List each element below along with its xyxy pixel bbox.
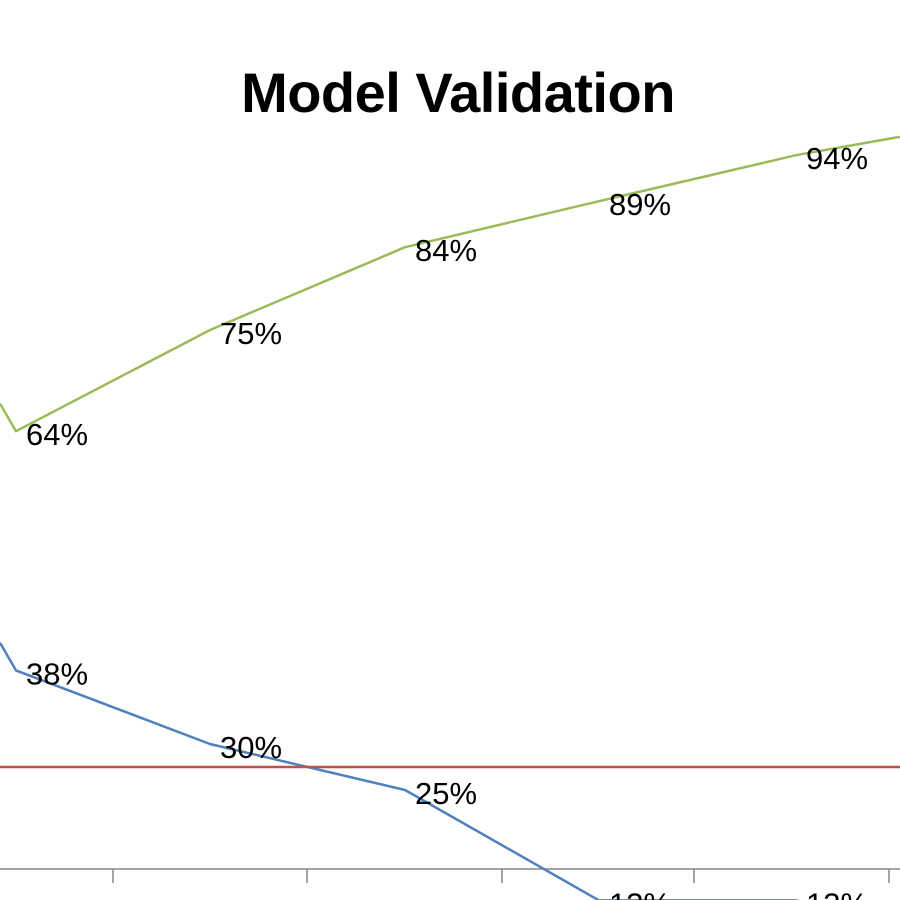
series-line-2 [0, 642, 800, 900]
data-label: 75% [220, 316, 282, 351]
data-label: 64% [26, 417, 88, 452]
data-label: 38% [26, 656, 88, 691]
series-line-1 [0, 135, 900, 433]
chart-title: Model Validation [241, 61, 675, 124]
data-label: 13% [609, 886, 671, 900]
data-label: 13% [806, 886, 868, 900]
data-label: 30% [220, 730, 282, 765]
data-label: 25% [415, 776, 477, 811]
data-label: 89% [609, 187, 671, 222]
data-label: 94% [806, 141, 868, 176]
data-label: 84% [415, 233, 477, 268]
